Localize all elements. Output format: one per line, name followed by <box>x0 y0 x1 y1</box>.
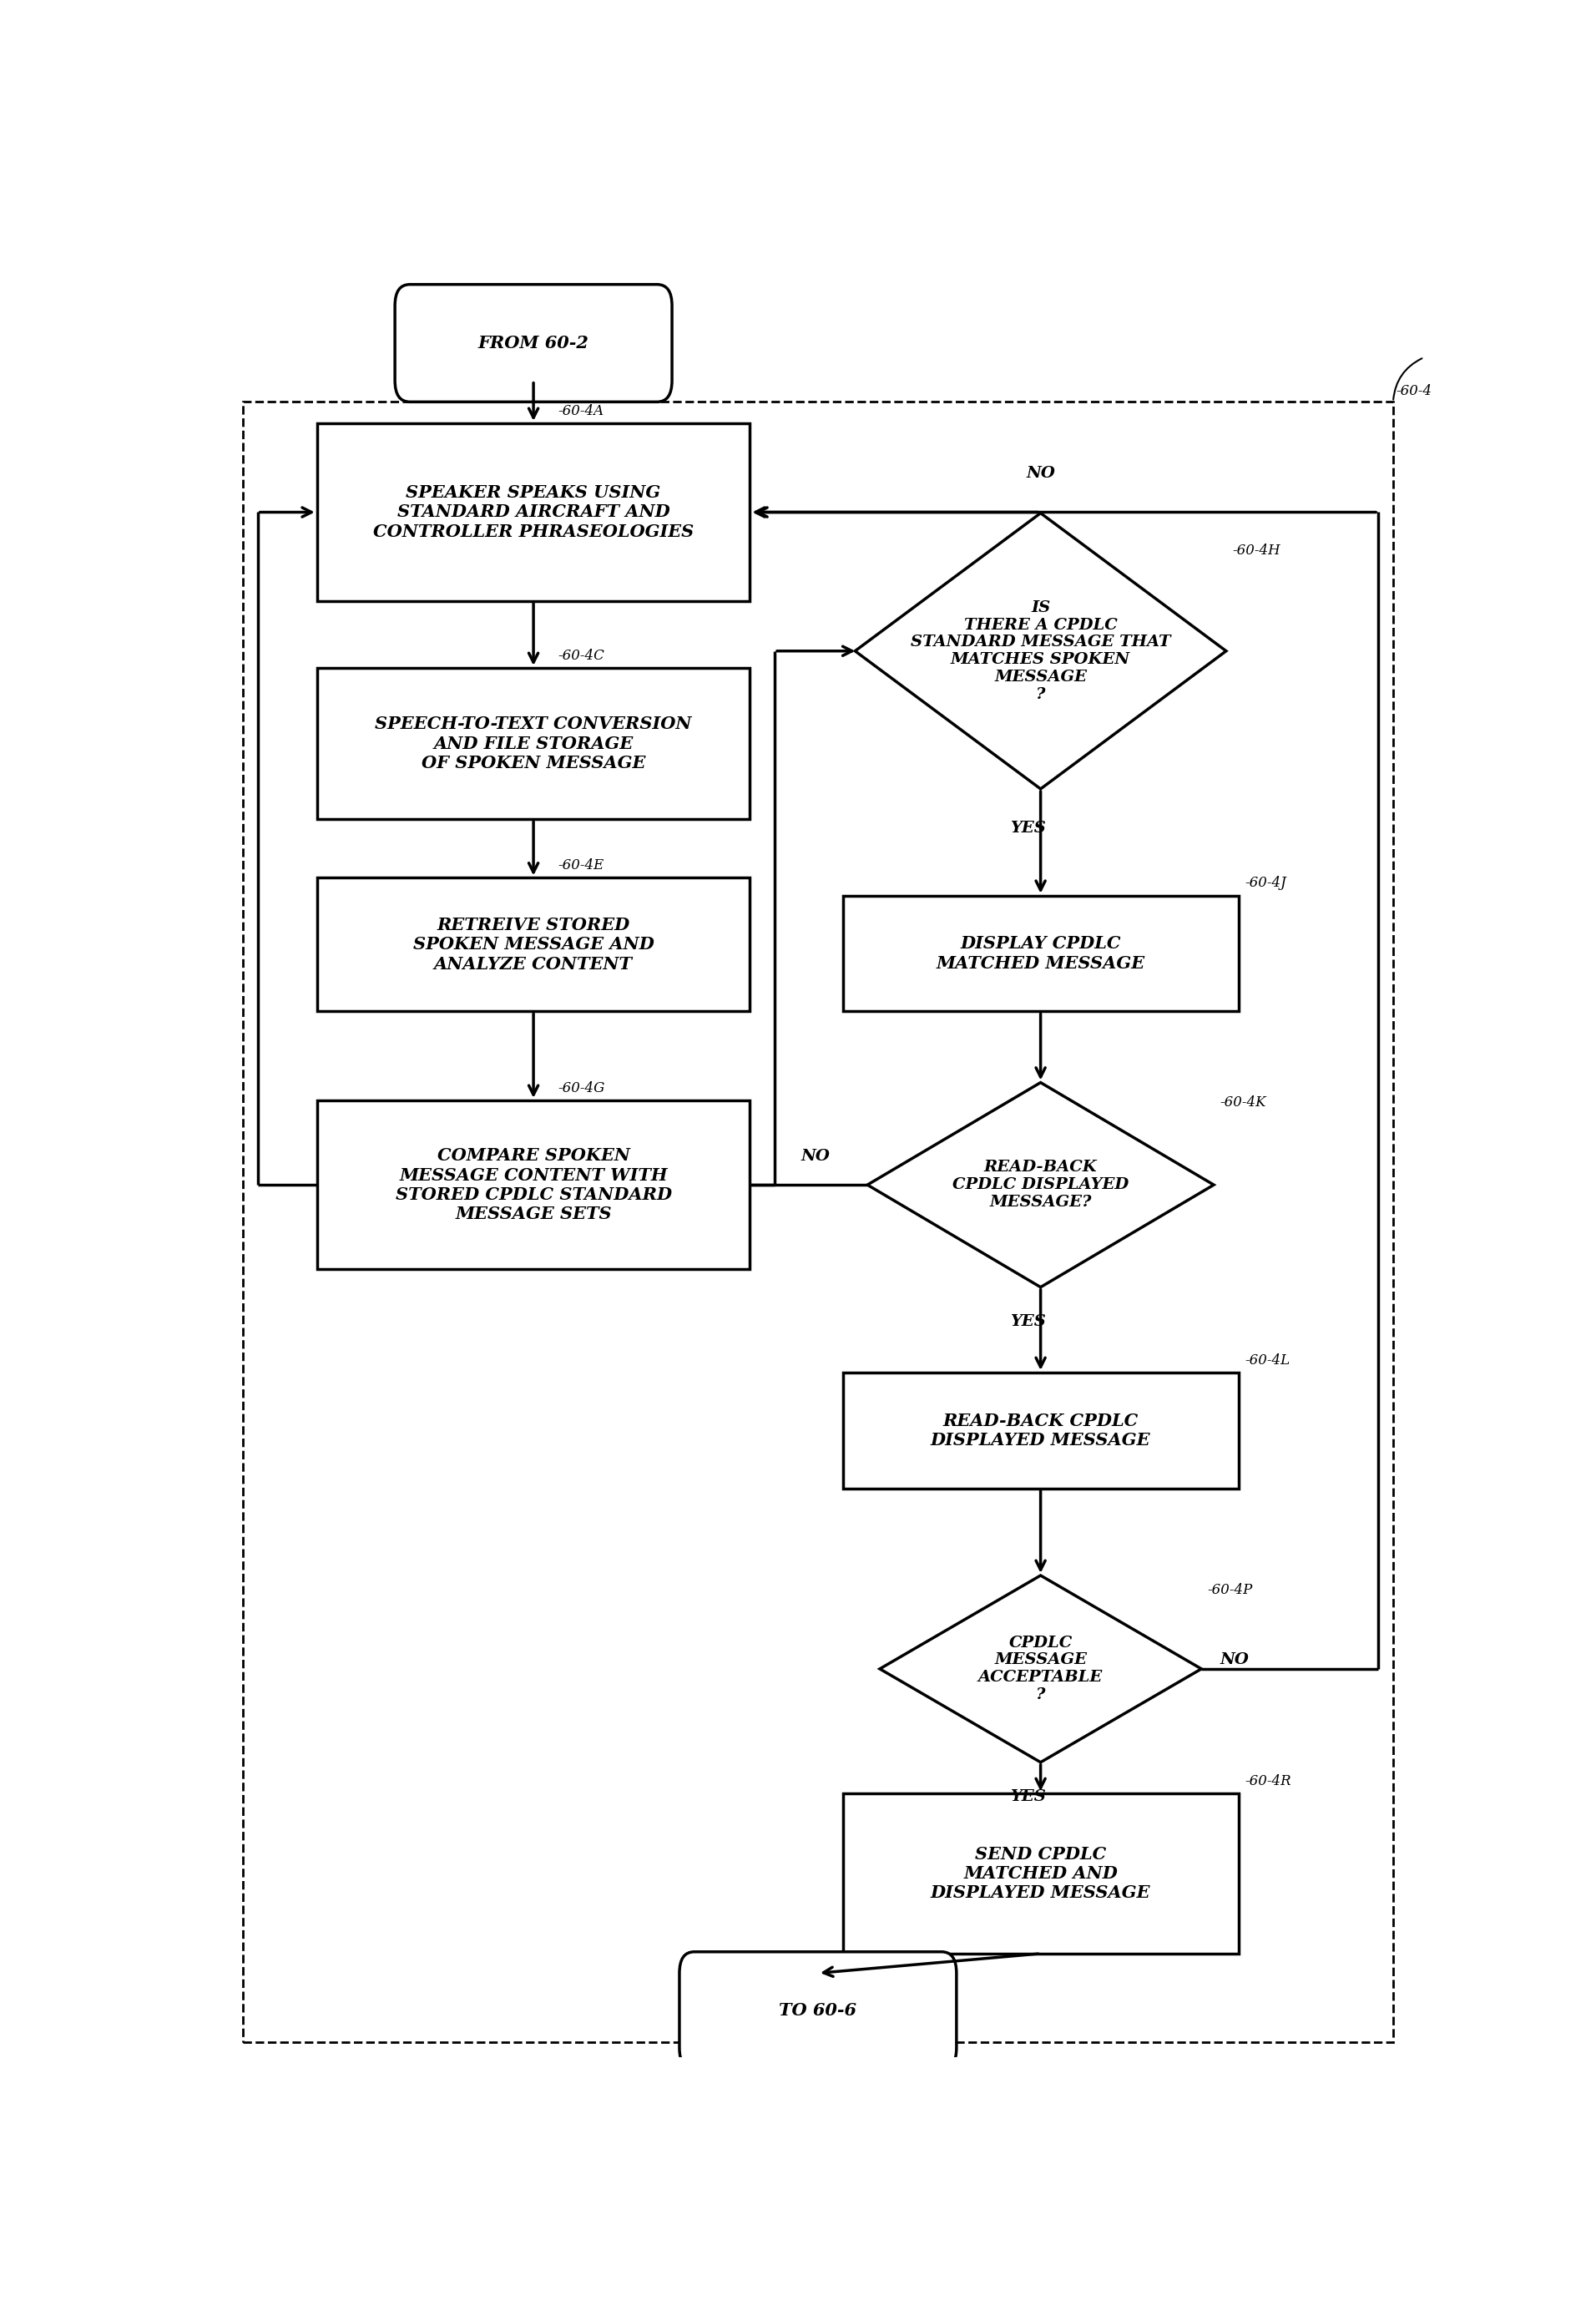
Text: -60-4A: -60-4A <box>559 404 605 418</box>
Bar <box>318 1100 750 1269</box>
Text: -60-4L: -60-4L <box>1245 1352 1290 1368</box>
Text: -60-4R: -60-4R <box>1245 1775 1291 1789</box>
Text: -60-4J: -60-4J <box>1245 876 1286 890</box>
Text: SPEAKER SPEAKS USING
STANDARD AIRCRAFT AND
CONTROLLER PHRASEOLOGIES: SPEAKER SPEAKS USING STANDARD AIRCRAFT A… <box>373 485 694 541</box>
Text: -60-4C: -60-4C <box>559 649 605 663</box>
FancyBboxPatch shape <box>394 284 672 402</box>
Text: TO 60-6: TO 60-6 <box>779 2001 857 2020</box>
Polygon shape <box>855 513 1226 788</box>
Text: YES: YES <box>1010 1789 1045 1805</box>
Bar <box>318 878 750 1012</box>
Polygon shape <box>879 1576 1202 1763</box>
Text: IS
THERE A CPDLC
STANDARD MESSAGE THAT
MATCHES SPOKEN
MESSAGE
?: IS THERE A CPDLC STANDARD MESSAGE THAT M… <box>911 601 1170 703</box>
Bar <box>843 897 1238 1012</box>
Text: -60-4E: -60-4E <box>559 857 605 874</box>
Text: CPDLC
MESSAGE
ACCEPTABLE
?: CPDLC MESSAGE ACCEPTABLE ? <box>978 1636 1103 1703</box>
Text: YES: YES <box>1010 820 1045 837</box>
Bar <box>843 1793 1238 1953</box>
Text: SPEECH-TO-TEXT CONVERSION
AND FILE STORAGE
OF SPOKEN MESSAGE: SPEECH-TO-TEXT CONVERSION AND FILE STORA… <box>375 716 691 772</box>
Text: -60-4P: -60-4P <box>1208 1583 1253 1597</box>
Text: DISPLAY CPDLC
MATCHED MESSAGE: DISPLAY CPDLC MATCHED MESSAGE <box>937 936 1144 971</box>
Text: -60-4G: -60-4G <box>559 1082 605 1095</box>
Text: NO: NO <box>1026 467 1055 481</box>
Text: FROM 60-2: FROM 60-2 <box>479 335 589 351</box>
Text: -60-4K: -60-4K <box>1219 1095 1266 1109</box>
Text: SEND CPDLC
MATCHED AND
DISPLAYED MESSAGE: SEND CPDLC MATCHED AND DISPLAYED MESSAGE <box>930 1846 1151 1902</box>
Bar <box>318 423 750 601</box>
Polygon shape <box>868 1082 1213 1287</box>
Text: READ-BACK CPDLC
DISPLAYED MESSAGE: READ-BACK CPDLC DISPLAYED MESSAGE <box>930 1412 1151 1449</box>
FancyBboxPatch shape <box>680 1953 956 2068</box>
Text: READ-BACK
CPDLC DISPLAYED
MESSAGE?: READ-BACK CPDLC DISPLAYED MESSAGE? <box>953 1160 1128 1209</box>
Bar <box>318 668 750 818</box>
Text: NO: NO <box>1219 1652 1250 1669</box>
Text: NO: NO <box>801 1149 830 1162</box>
Text: RETREIVE STORED
SPOKEN MESSAGE AND
ANALYZE CONTENT: RETREIVE STORED SPOKEN MESSAGE AND ANALY… <box>413 917 654 973</box>
Text: COMPARE SPOKEN
MESSAGE CONTENT WITH
STORED CPDLC STANDARD
MESSAGE SETS: COMPARE SPOKEN MESSAGE CONTENT WITH STOR… <box>396 1149 672 1223</box>
Bar <box>843 1373 1238 1488</box>
Text: YES: YES <box>1010 1315 1045 1329</box>
Text: -60-4H: -60-4H <box>1232 543 1280 557</box>
Text: -60-4: -60-4 <box>1395 384 1432 397</box>
